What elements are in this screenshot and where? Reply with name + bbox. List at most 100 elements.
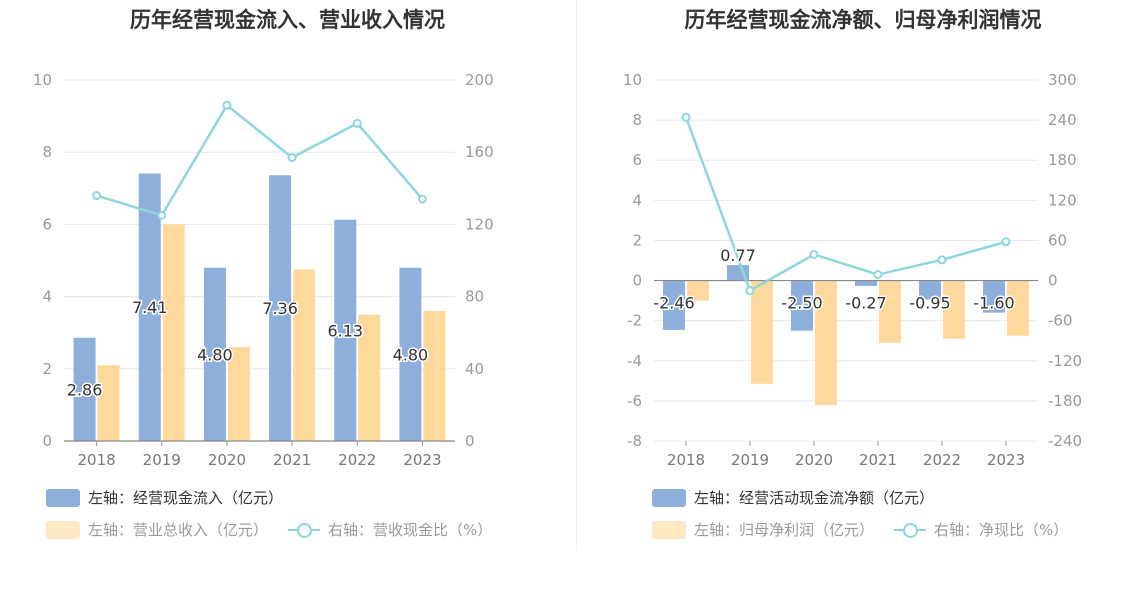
chart-panel-cashflow-revenue: 历年经营现金流入、营业收入情况 0 2 4 6 8 10 0 40 80 120 160 200 201…: [0, 0, 575, 560]
legend-item-revenue[interactable]: 左轴：营业总收入（亿元）: [46, 519, 268, 540]
y-tick-right: 240: [1048, 111, 1077, 129]
ratio-point-2022: [937, 255, 947, 265]
ratio-point-2019: [745, 286, 755, 296]
data-label-2022: -0.95: [909, 294, 950, 313]
data-label-2022: 6.13: [327, 321, 363, 340]
ratio-point-2023: [1001, 237, 1011, 247]
ratio-line: [96, 103, 424, 217]
legend-label: 左轴：营业总收入（亿元）: [88, 521, 269, 539]
y-tick-left: 10: [33, 71, 52, 89]
data-label-2019: 0.77: [720, 246, 756, 265]
chart-plot-area: 0 2 4 6 8 10 0 40 80 120 160 200 2018 2019 2020 2021 202…: [33, 71, 494, 469]
y-tick-left: 8: [632, 111, 642, 129]
y-tick-right: 40: [465, 360, 484, 378]
data-label-2020: 4.80: [197, 345, 233, 364]
legend-item-cash-inflow[interactable]: 左轴：经营现金流入（亿元）: [46, 487, 283, 508]
bar-2023-primary: [399, 267, 422, 441]
ratio-point-2023: [417, 194, 427, 204]
y-tick-left: 10: [623, 71, 642, 89]
bar-2020-secondary: [227, 347, 250, 441]
bar-2018-secondary: [97, 365, 120, 441]
x-tick: 2023: [987, 451, 1025, 469]
bar-2023-primary: [983, 280, 1005, 313]
ratio-point-2018: [92, 191, 102, 201]
y-tick-left: 0: [632, 272, 642, 290]
legend-row-1: 左轴：经营现金流入（亿元）: [46, 487, 303, 508]
x-tick: 2022: [923, 451, 961, 469]
bar-2023-secondary: [423, 311, 446, 441]
bar-2021-secondary: [293, 269, 316, 441]
y-tick-right: 120: [465, 215, 494, 233]
ratio-point-2021: [873, 270, 883, 280]
y-tick-right: 0: [465, 432, 475, 450]
y-tick-right: 60: [1048, 231, 1067, 249]
y-tick-right: 300: [1048, 71, 1077, 89]
legend-label: 左轴：经营活动现金流净额（亿元）: [694, 489, 935, 507]
bar-2019-secondary: [162, 224, 185, 441]
legend-line-icon: [894, 521, 927, 539]
data-label-2021: 7.36: [262, 299, 298, 318]
legend-label: 左轴：经营现金流入（亿元）: [88, 489, 284, 507]
legend-item-net-cashflow[interactable]: 左轴：经营活动现金流净额（亿元）: [652, 487, 934, 508]
data-label-2023: 4.80: [393, 345, 429, 364]
legend-swatch-yellow: [46, 520, 80, 539]
bar-2020-primary: [203, 267, 226, 441]
bar-2021-secondary: [879, 280, 901, 343]
x-tick: 2023: [403, 451, 441, 469]
bar-2022-primary: [919, 280, 941, 300]
chart-title: 历年经营现金流净额、归母净利润情况: [684, 8, 1042, 32]
bar-2018-secondary: [687, 280, 709, 301]
ratio-point-2020: [222, 100, 232, 110]
legend-swatch-yellow: [652, 520, 686, 539]
panel-divider: [576, 0, 577, 550]
bar-2022-secondary: [358, 314, 381, 441]
legend-swatch-blue: [652, 488, 686, 507]
x-tick: 2020: [208, 451, 246, 469]
chart-title: 历年经营现金流入、营业收入情况: [130, 8, 445, 32]
ratio-point-2021: [287, 153, 297, 163]
ratio-point-2022: [352, 118, 362, 128]
ratio-line: [684, 117, 1007, 293]
x-tick: 2022: [338, 451, 376, 469]
x-tick: 2019: [143, 451, 181, 469]
chart-plot-area: -8 -6 -4 -2 0 2 4 6 8 10 -240 -180 -120 -60 0 60 120 180 2…: [623, 71, 1082, 469]
legend-item-ratio[interactable]: 右轴：营收现金比（%）: [288, 519, 492, 540]
legend-row-1: 左轴：经营活动现金流净额（亿元）: [652, 487, 954, 508]
legend-item-net-cash-ratio[interactable]: 右轴：净现比（%）: [894, 519, 1068, 540]
legend-line-icon: [288, 521, 321, 539]
legend-row-2: 左轴：营业总收入（亿元） 右轴：营收现金比（%）: [46, 519, 512, 540]
x-tick: 2021: [859, 451, 897, 469]
legend-item-net-profit[interactable]: 左轴：归母净利润（亿元）: [652, 519, 874, 540]
y-tick-right: 180: [1048, 151, 1077, 169]
data-label-2019: 7.41: [132, 298, 168, 317]
y-tick-left: 4: [632, 191, 642, 209]
legend-swatch-blue: [46, 488, 80, 507]
y-tick-left: 6: [42, 215, 52, 233]
y-tick-right: 0: [1048, 272, 1058, 290]
bar-2023-secondary: [1007, 280, 1029, 336]
data-label-2018: 2.86: [67, 380, 103, 399]
bar-2019-primary: [138, 173, 161, 441]
bar-2022-secondary: [943, 280, 965, 339]
y-tick-left: -6: [627, 392, 642, 410]
bar-2022-primary: [334, 219, 357, 441]
bar-2018-primary: [73, 337, 96, 441]
y-tick-right: 80: [465, 288, 484, 306]
y-tick-left: 2: [632, 231, 642, 249]
y-tick-right: -60: [1048, 312, 1073, 330]
ratio-point-2018: [681, 112, 691, 122]
bar-2020-primary: [791, 280, 813, 331]
y-tick-left: -8: [627, 432, 642, 450]
legend-label: 右轴：净现比（%）: [934, 521, 1069, 539]
y-tick-left: 6: [632, 151, 642, 169]
x-tick: 2021: [273, 451, 311, 469]
bar-2018-primary: [663, 280, 685, 330]
y-tick-left: 8: [42, 143, 52, 161]
bar-2019-primary: [727, 265, 749, 281]
legend-label: 左轴：归母净利润（亿元）: [694, 521, 875, 539]
bar-2021-primary: [269, 175, 292, 441]
y-tick-right: -180: [1048, 392, 1082, 410]
bar-2021-primary: [855, 280, 877, 286]
y-tick-right: 160: [465, 143, 494, 161]
y-tick-right: 120: [1048, 191, 1077, 209]
